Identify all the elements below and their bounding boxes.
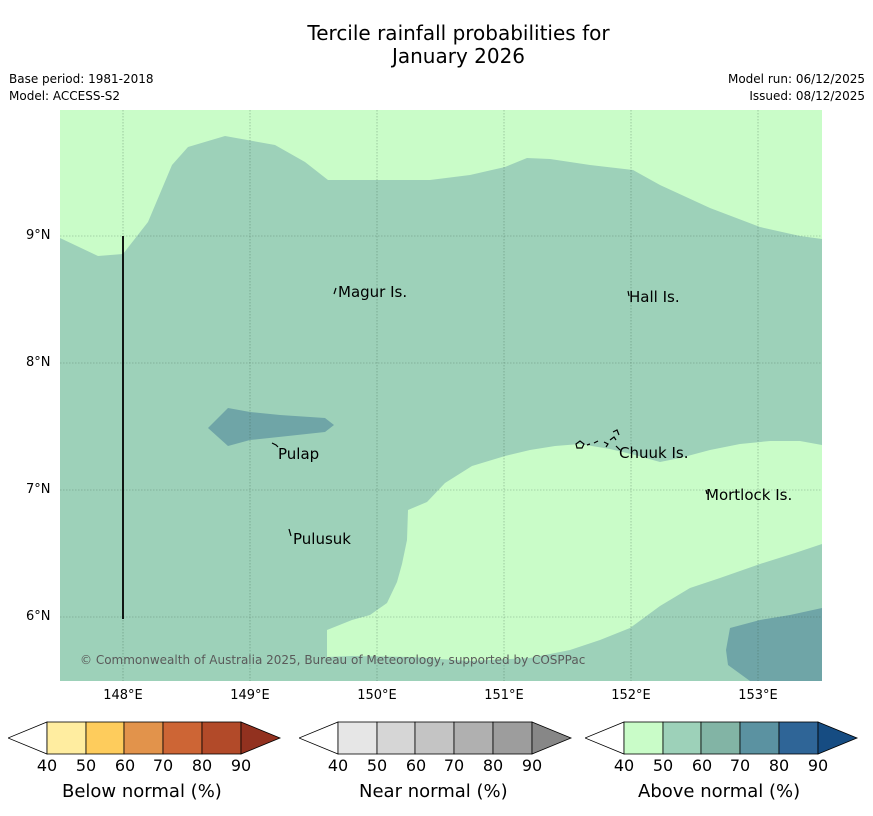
colorbar-below-label: Below normal (%) (62, 781, 222, 802)
map-region-above-50-60 (60, 136, 822, 681)
x-tick-153e: 153°E (738, 688, 778, 703)
colorbar-near-bin-5 (492, 721, 533, 755)
x-tick-148e: 148°E (103, 688, 143, 703)
x-tick-149e: 149°E (230, 688, 270, 703)
colorbar-below-tick-50: 50 (75, 756, 97, 775)
colorbar-below-tick-90: 90 (230, 756, 252, 775)
model-run: Model run: 06/12/2025 (727, 72, 865, 86)
colorbar-above-tick-70: 70 (729, 756, 751, 775)
colorbar-below-min-arrow (8, 721, 48, 755)
graticule (60, 110, 822, 681)
x-tick-152e: 152°E (611, 688, 651, 703)
y-tick-6n: 6°N (26, 609, 51, 624)
colorbar-near-tick-60: 60 (405, 756, 427, 775)
colorbar-near-tick-80: 80 (482, 756, 504, 775)
colorbar-below-bin-3 (123, 721, 164, 755)
colorbar-above-tick-50: 50 (652, 756, 674, 775)
colorbar-below-bin-5 (201, 721, 242, 755)
place-mortlock-is: Mortlock Is. (706, 486, 793, 504)
colorbar-near-tick-90: 90 (521, 756, 543, 775)
colorbar-below-bin-1 (46, 721, 87, 755)
colorbar-above-bin-3 (700, 721, 741, 755)
colorbar-near-tick-50: 50 (366, 756, 388, 775)
y-tick-8n: 8°N (26, 355, 51, 370)
colorbar-above-bin-2 (662, 721, 702, 755)
colorbar-near-bin-1 (337, 721, 378, 755)
colorbar-near (299, 721, 573, 755)
colorbar-below (8, 721, 282, 755)
colorbar-below-tick-60: 60 (114, 756, 136, 775)
chart-title: Tercile rainfall probabilities for Janua… (0, 22, 873, 68)
model-name: Model: ACCESS-S2 (9, 89, 121, 103)
colorbar-above-bin-1 (623, 721, 664, 755)
copyright-notice: © Commonwealth of Australia 2025, Bureau… (80, 653, 586, 667)
place-hall-is: Hall Is. (629, 288, 680, 306)
place-pulusuk: Pulusuk (293, 530, 351, 548)
colorbar-above (585, 721, 859, 755)
base-period: Base period: 1981-2018 (9, 72, 154, 86)
y-tick-9n: 9°N (26, 228, 51, 243)
place-pulap: Pulap (278, 445, 320, 463)
colorbar-below-tick-80: 80 (191, 756, 213, 775)
map-region-pulap-above-60-70 (208, 408, 334, 446)
colorbar-near-bin-3 (414, 721, 455, 755)
colorbar-above-min-arrow (585, 721, 625, 755)
colorbar-above-label: Above normal (%) (638, 781, 801, 802)
colorbar-near-min-arrow (299, 721, 339, 755)
colorbar-above-tick-60: 60 (691, 756, 713, 775)
colorbar-above-tick-80: 80 (768, 756, 790, 775)
colorbar-near-max-arrow (531, 721, 573, 755)
colorbar-near-bin-2 (376, 721, 416, 755)
colorbar-near-bin-4 (453, 721, 494, 755)
colorbar-below-max-arrow (240, 721, 282, 755)
map-area[interactable] (60, 110, 822, 681)
y-tick-7n: 7°N (26, 482, 51, 497)
colorbar-above-tick-40: 40 (613, 756, 635, 775)
map-svg (60, 110, 822, 681)
colorbar-above-max-arrow (817, 721, 859, 755)
colorbar-above-tick-90: 90 (807, 756, 829, 775)
map-region-se-above-60-70 (726, 608, 822, 681)
colorbar-below-tick-70: 70 (152, 756, 174, 775)
meta-left: Base period: 1981-2018 Model: ACCESS-S2 (9, 71, 154, 105)
title-line-2: January 2026 (391, 44, 526, 68)
place-chuuk-is: Chuuk Is. (619, 444, 689, 462)
x-tick-150e: 150°E (357, 688, 397, 703)
meta-right: Model run: 06/12/2025 Issued: 08/12/2025 (728, 71, 865, 105)
colorbar-near-tick-70: 70 (443, 756, 465, 775)
island-outlines (271, 287, 708, 537)
colorbar-below-bin-4 (162, 721, 203, 755)
colorbar-below-tick-40: 40 (36, 756, 58, 775)
colorbar-above-bin-5 (778, 721, 819, 755)
title-line-1: Tercile rainfall probabilities for (307, 21, 610, 45)
x-tick-151e: 151°E (484, 688, 524, 703)
colorbar-near-label: Near normal (%) (359, 781, 508, 802)
place-magur-is: Magur Is. (338, 283, 408, 301)
colorbar-above-bin-4 (739, 721, 780, 755)
issued-date: Issued: 08/12/2025 (749, 89, 865, 103)
colorbar-near-tick-40: 40 (327, 756, 349, 775)
colorbar-below-bin-2 (85, 721, 125, 755)
